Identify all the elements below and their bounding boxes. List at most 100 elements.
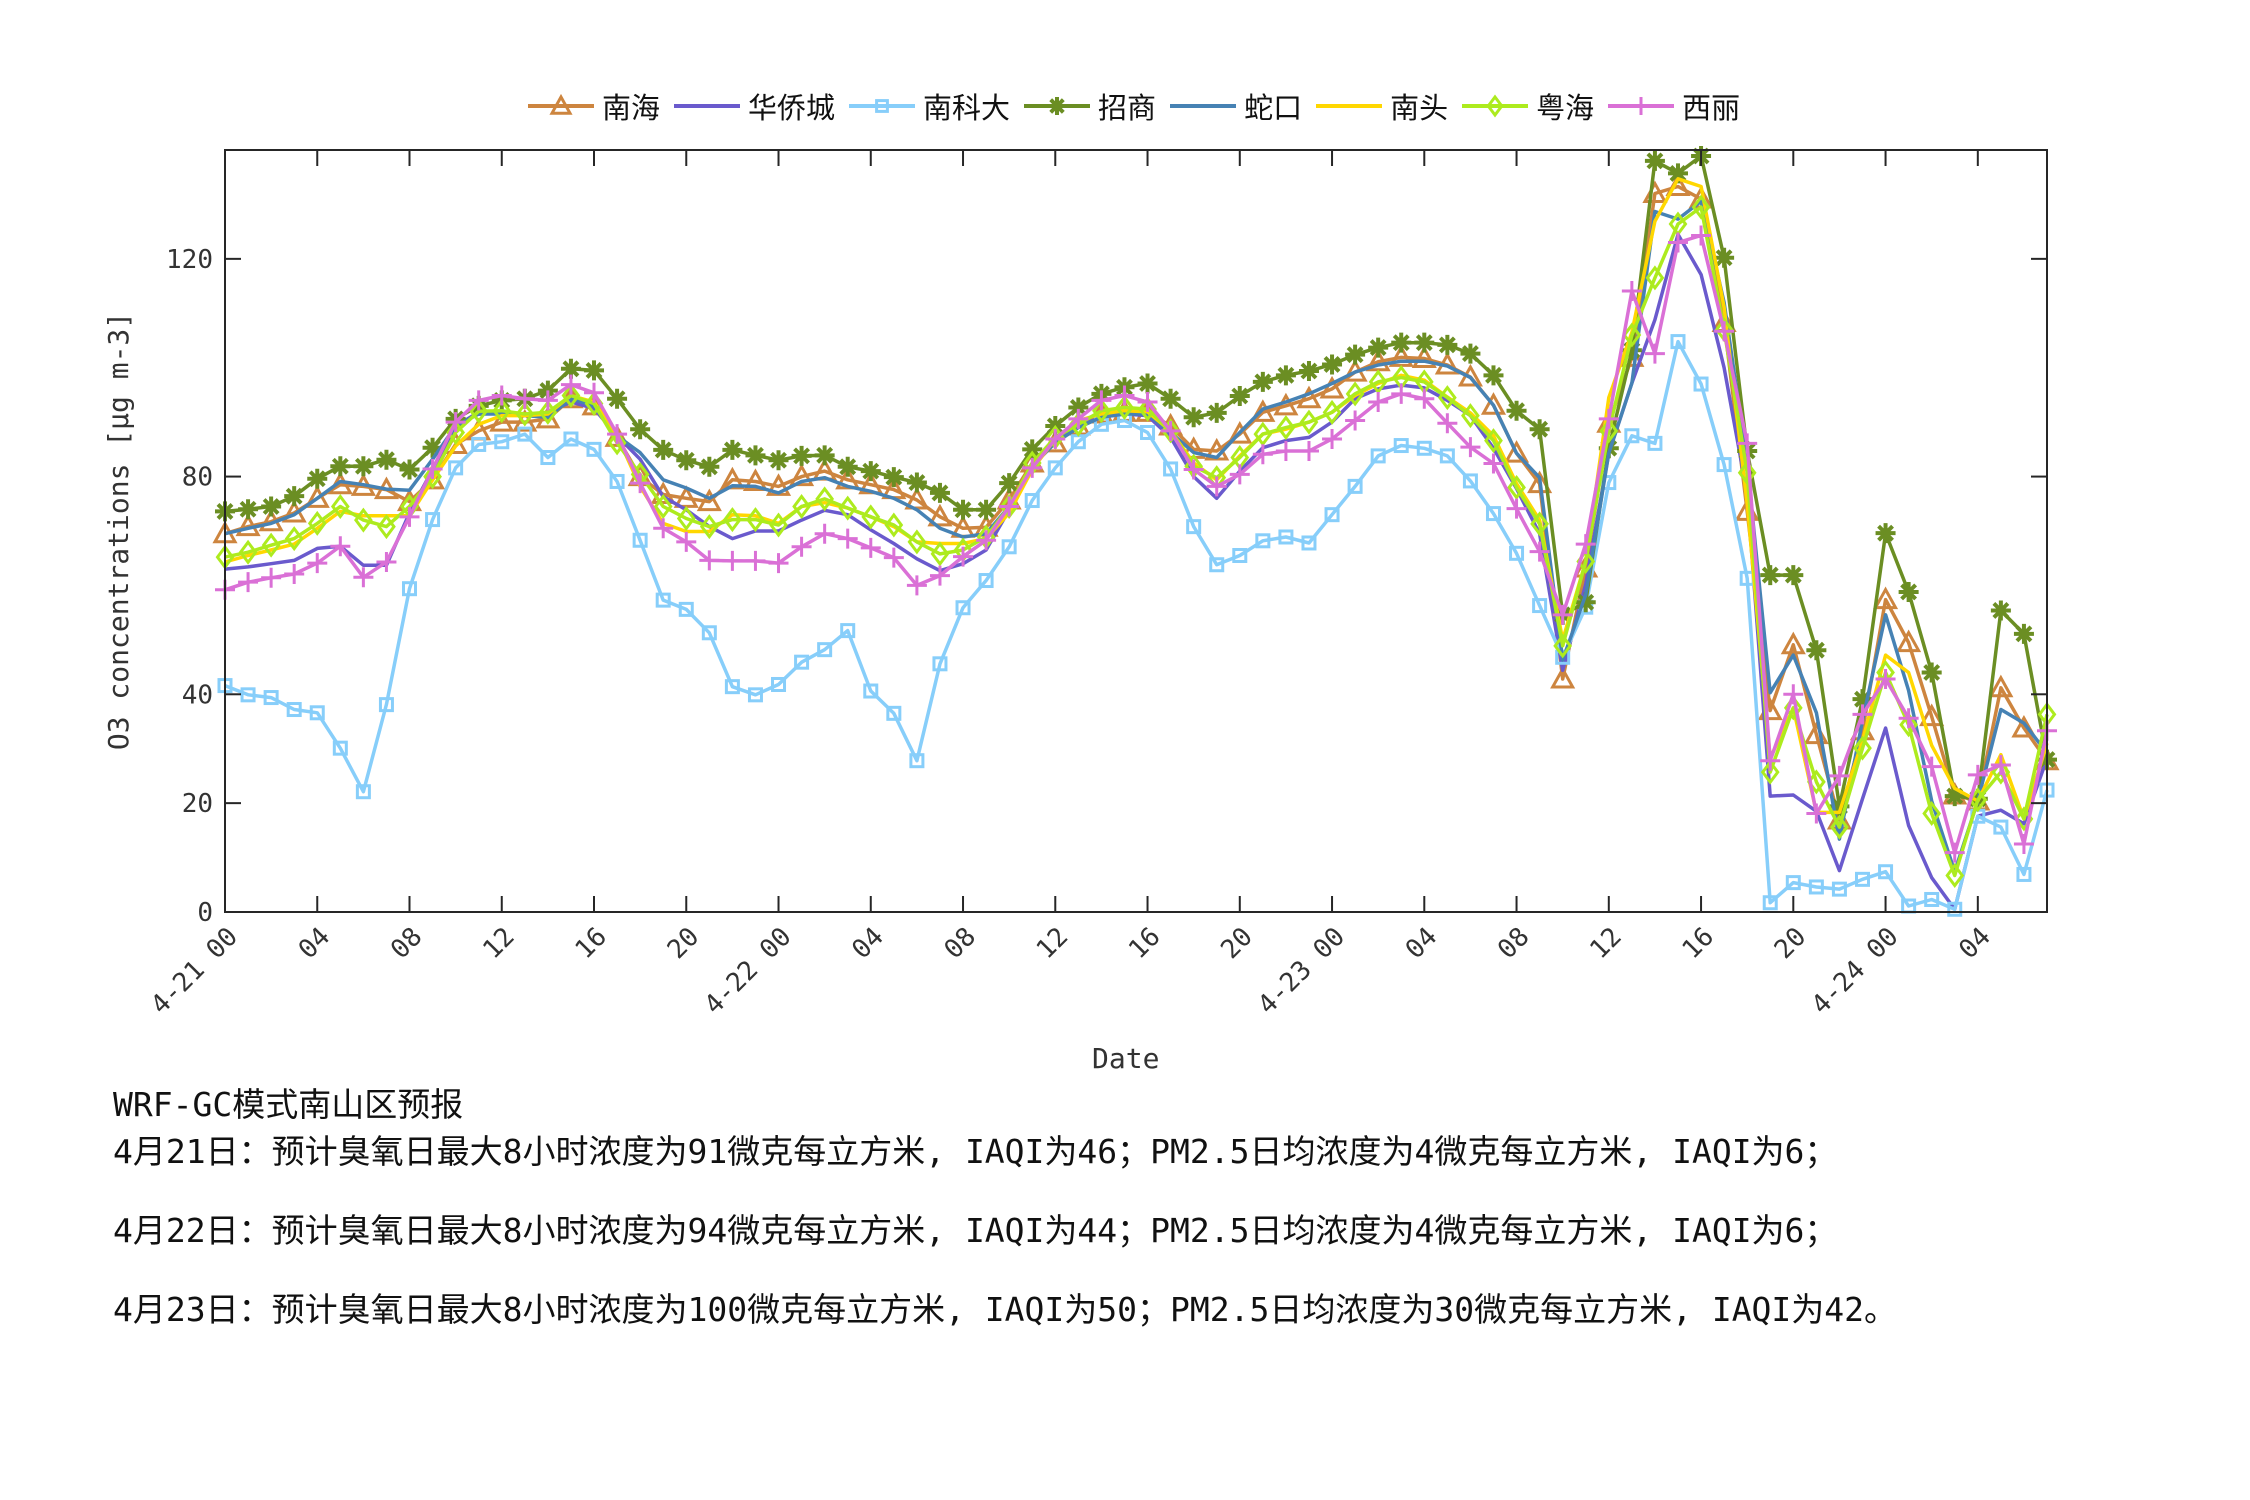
square-marker bbox=[886, 705, 902, 721]
legend-item: 招商 bbox=[1024, 85, 1156, 127]
square-marker bbox=[1785, 875, 1801, 891]
plus-marker bbox=[1737, 433, 1758, 454]
star-marker bbox=[1944, 786, 1965, 807]
series-line bbox=[224, 205, 2049, 878]
plus-marker bbox=[1091, 390, 1112, 411]
diamond-marker bbox=[769, 512, 788, 538]
square-marker bbox=[263, 690, 279, 706]
legend-label: 招商 bbox=[1098, 91, 1157, 125]
diamond-marker bbox=[423, 464, 442, 490]
square-marker bbox=[1878, 864, 1894, 880]
diamond-marker bbox=[1853, 735, 1872, 761]
square-marker bbox=[1047, 460, 1063, 476]
square-marker bbox=[840, 623, 856, 639]
square-marker bbox=[1393, 438, 1409, 454]
plus-marker bbox=[1829, 765, 1850, 786]
diamond-marker bbox=[1115, 394, 1134, 420]
square-marker bbox=[494, 434, 510, 450]
star-marker bbox=[699, 456, 720, 477]
diamond-marker bbox=[284, 526, 304, 552]
legend-item: 粤海 bbox=[1462, 85, 1594, 127]
plus-marker bbox=[1529, 541, 1550, 562]
plus-marker bbox=[1160, 420, 1181, 441]
diamond-marker bbox=[861, 504, 881, 530]
legend-label: 南头 bbox=[1390, 91, 1449, 125]
plus-marker bbox=[906, 575, 927, 596]
plus-marker bbox=[1598, 408, 1619, 429]
square-marker bbox=[425, 512, 441, 528]
square-marker bbox=[378, 697, 394, 713]
star-marker bbox=[307, 468, 328, 489]
triangle-marker bbox=[789, 463, 815, 487]
series-line bbox=[224, 199, 2049, 874]
plus-marker bbox=[929, 565, 950, 586]
legend-item: 南海 bbox=[528, 85, 660, 127]
star-marker bbox=[1852, 689, 1873, 710]
legend-label: 华侨城 bbox=[748, 91, 836, 125]
plus-marker bbox=[1644, 343, 1665, 364]
triangle-marker bbox=[1919, 703, 1945, 727]
diamond-marker bbox=[1507, 474, 1526, 500]
plus-marker bbox=[1391, 383, 1412, 404]
star-marker bbox=[676, 450, 697, 471]
star-marker bbox=[1206, 402, 1227, 423]
diamond-marker bbox=[1737, 460, 1757, 486]
diamond-marker bbox=[1486, 94, 1504, 118]
triangle-marker bbox=[1411, 345, 1437, 368]
diamond-marker bbox=[838, 495, 858, 521]
diamond-marker bbox=[746, 507, 765, 533]
x-tick-label: 4-21 00 bbox=[145, 922, 244, 1021]
star-marker bbox=[1714, 247, 1735, 268]
star-marker bbox=[1898, 581, 1919, 602]
star-marker bbox=[1229, 386, 1250, 407]
star-marker bbox=[1137, 373, 1158, 394]
square-marker bbox=[1509, 545, 1525, 561]
diamond-marker bbox=[1599, 418, 1619, 444]
x-tick-label: 12 bbox=[1031, 922, 1074, 965]
diamond-marker bbox=[815, 486, 835, 512]
plus-marker bbox=[953, 546, 974, 567]
plus-marker bbox=[883, 547, 904, 568]
x-tick-label: 20 bbox=[1769, 922, 1812, 965]
star-marker bbox=[1322, 354, 1343, 375]
diamond-marker bbox=[354, 507, 373, 533]
x-tick-label: 08 bbox=[939, 922, 982, 965]
diamond-marker bbox=[792, 494, 811, 520]
x-tick-label: 16 bbox=[1677, 922, 1720, 965]
diamond-marker bbox=[1530, 511, 1549, 537]
triangle-marker bbox=[719, 466, 745, 490]
plus-marker bbox=[745, 550, 766, 571]
star-marker bbox=[1667, 163, 1688, 184]
forecast-title: WRF-GC模式南山区预报 bbox=[113, 1085, 464, 1124]
star-marker bbox=[238, 499, 259, 520]
plus-marker bbox=[353, 567, 374, 588]
square-marker bbox=[875, 99, 889, 113]
star-marker bbox=[399, 459, 420, 480]
plus-marker bbox=[468, 390, 489, 411]
diamond-marker bbox=[538, 399, 558, 425]
legend-label: 南海 bbox=[602, 91, 661, 125]
x-tick-label: 04 bbox=[1953, 922, 1996, 965]
star-marker bbox=[1048, 97, 1067, 115]
plus-marker bbox=[330, 536, 351, 557]
forecast-line-0421: 4月21日：预计臭氧日最大8小时浓度为91微克每立方米, IAQI为46；PM2… bbox=[113, 1132, 1838, 1171]
star-marker bbox=[722, 439, 743, 460]
star-marker bbox=[1414, 332, 1435, 353]
square-marker bbox=[1140, 424, 1156, 440]
plus-marker bbox=[1322, 429, 1343, 450]
plus-marker bbox=[976, 530, 997, 551]
plus-marker bbox=[1552, 604, 1573, 625]
legend-swatch-icon bbox=[528, 93, 594, 115]
x-tick-label: 16 bbox=[1123, 922, 1166, 965]
star-marker bbox=[814, 445, 835, 466]
plus-marker bbox=[1022, 457, 1043, 478]
x-tick-label: 20 bbox=[662, 922, 705, 965]
square-marker bbox=[517, 426, 533, 442]
plus-marker bbox=[1921, 756, 1942, 777]
square-marker bbox=[1439, 448, 1455, 464]
x-tick-label: 04 bbox=[846, 922, 889, 965]
series-line bbox=[224, 177, 2049, 821]
star-marker bbox=[376, 449, 397, 470]
